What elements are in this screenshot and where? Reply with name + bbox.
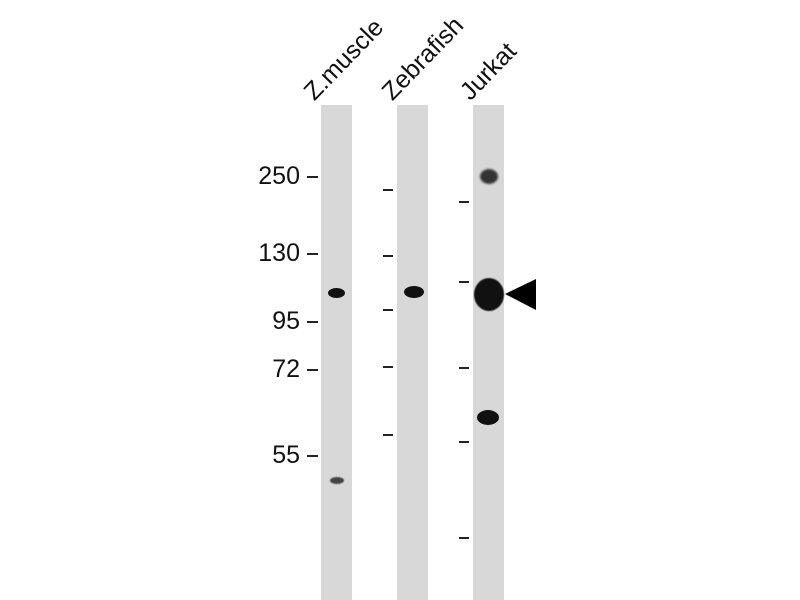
mw-tick (383, 366, 393, 368)
band (328, 288, 345, 298)
mw-tick (459, 281, 469, 283)
mw-tick (383, 309, 393, 311)
mw-tick (459, 367, 469, 369)
mw-tick (383, 255, 393, 257)
lane-z-muscle (321, 105, 352, 600)
band (474, 278, 504, 311)
band (477, 410, 499, 425)
lane-label-z-muscle: Z.muscle (298, 13, 390, 106)
mw-label-130: 130 (258, 239, 300, 267)
mw-tick (307, 321, 318, 323)
mw-tick (307, 176, 318, 178)
mw-tick (383, 434, 393, 436)
mw-tick (307, 369, 318, 371)
mw-tick (307, 455, 318, 457)
mw-tick (459, 441, 469, 443)
arrowhead-icon (505, 279, 536, 310)
mw-label-95: 95 (272, 307, 300, 335)
band (404, 286, 424, 298)
lane-zebrafish (397, 105, 428, 600)
mw-label-250: 250 (258, 162, 300, 190)
lane-label-jurkat: Jurkat (454, 37, 523, 106)
mw-tick (307, 253, 318, 255)
lane-jurkat (473, 105, 504, 600)
band (330, 477, 344, 484)
band (480, 169, 498, 184)
mw-tick (383, 189, 393, 191)
lane-label-zebrafish: Zebrafish (376, 11, 470, 106)
mw-tick (459, 201, 469, 203)
mw-label-72: 72 (272, 355, 300, 383)
mw-label-55: 55 (272, 441, 300, 469)
mw-tick (459, 537, 469, 539)
